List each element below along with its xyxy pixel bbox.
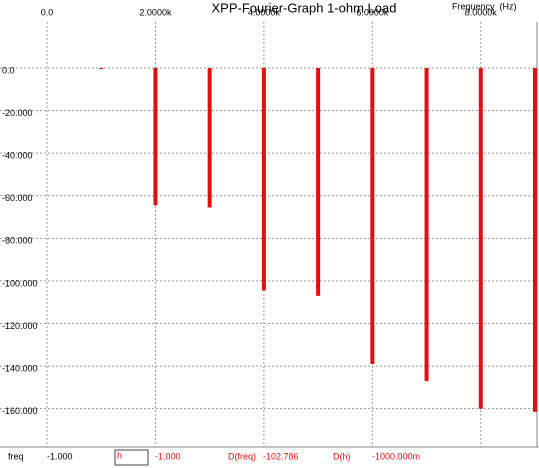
bar — [370, 67, 375, 364]
bar — [207, 67, 212, 208]
axis-label: Frequency (Hz) — [452, 1, 517, 11]
bar — [153, 67, 158, 206]
y-tick-label: -120.000 — [2, 321, 38, 331]
y-tick-label: -60.000 — [2, 193, 33, 203]
y-tick-label: -40.000 — [2, 151, 33, 161]
status-dy-value: -1000.000m — [372, 451, 420, 461]
x-tick-label: 0.0 — [41, 7, 54, 17]
bar — [99, 67, 104, 70]
y-tick-label: -160.000 — [2, 406, 38, 416]
status-x-label: freq — [8, 451, 24, 461]
bar — [424, 67, 429, 381]
bar — [478, 67, 483, 409]
bar — [316, 67, 321, 296]
status-y-value: -1.000 — [155, 451, 181, 461]
y-tick-label: -140.000 — [2, 363, 38, 373]
y-tick-label: -100.000 — [2, 278, 38, 288]
y-tick-label: 0.0 — [2, 65, 15, 75]
input-box[interactable] — [114, 449, 149, 466]
x-tick-label: 8.0000k — [465, 7, 498, 17]
bar — [533, 67, 537, 412]
y-tick-label: -80.000 — [2, 236, 33, 246]
chart-title: XPP-Fourier-Graph 1-ohm Load — [212, 0, 397, 15]
x-tick-label: 6.0000k — [356, 7, 389, 17]
status-dx-value: -102.786 — [263, 451, 299, 461]
y-tick-label: -20.000 — [2, 108, 33, 118]
x-tick-label: 4.0000k — [248, 7, 281, 17]
input-text[interactable]: h — [117, 450, 122, 460]
bar — [261, 67, 266, 291]
status-dx-label: D(freq) — [228, 451, 256, 461]
status-dy-label: D(h) — [333, 451, 351, 461]
status-x-value: -1.000 — [47, 451, 73, 461]
x-tick-label: 2.0000k — [139, 7, 172, 17]
